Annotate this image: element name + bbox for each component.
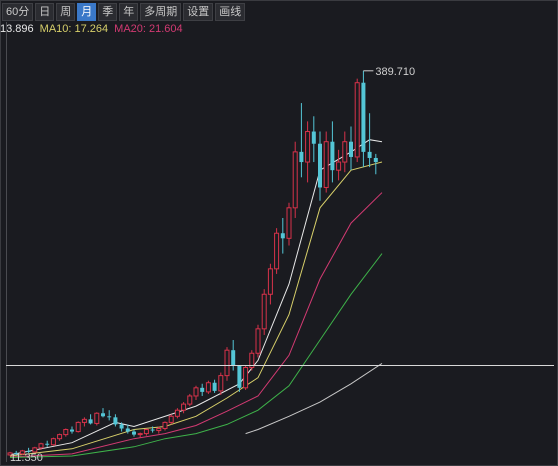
period-tab-4[interactable]: 季 — [98, 3, 118, 21]
candle-body-30 — [193, 387, 199, 397]
candle-body-19 — [125, 428, 130, 432]
candle-body-10 — [70, 429, 74, 432]
candle-body-36 — [231, 350, 236, 366]
candle-body-27 — [174, 409, 180, 417]
period-tab-0[interactable]: 60分 — [2, 3, 34, 21]
candle-body-58 — [367, 151, 372, 158]
ma10-label: MA10: 17.264 — [39, 23, 109, 35]
candle-body-16 — [107, 416, 112, 418]
low-price-label: 11.350 — [10, 452, 43, 464]
candle-body-56 — [354, 82, 360, 158]
candle-body-35 — [224, 349, 230, 377]
candle-body-48 — [305, 131, 311, 163]
candle-body-12 — [81, 418, 87, 423]
ma-line-ma5 — [9, 139, 383, 456]
period-tab-6[interactable]: 多周期 — [140, 3, 182, 21]
ma-legend: 13.896 MA10: 17.264 MA20: 21.604 — [0, 23, 183, 37]
candle-body-46 — [292, 151, 298, 209]
candle-body-5 — [38, 443, 44, 449]
candle-body-45 — [286, 207, 292, 239]
candle-body-2 — [19, 450, 25, 455]
candle-body-50 — [318, 143, 322, 188]
ma-line-ma60 — [245, 362, 383, 435]
candle-body-40 — [255, 328, 261, 354]
candle-body-7 — [50, 438, 56, 446]
candle-body-22 — [143, 429, 149, 435]
candle-body-25 — [162, 421, 168, 430]
ma-line-ma10 — [9, 161, 383, 457]
period-tab-5[interactable]: 年 — [119, 3, 139, 21]
ma-line-ma20 — [9, 192, 383, 458]
candle-body-42 — [267, 268, 273, 295]
ma20-label: MA20: 21.604 — [114, 23, 183, 35]
ma5-value: 13.896 — [0, 23, 34, 35]
candle-body-54 — [342, 141, 348, 163]
candle-body-55 — [349, 141, 353, 157]
candle-body-41 — [261, 293, 267, 330]
candle-body-34 — [218, 375, 224, 392]
candle-body-59 — [373, 157, 378, 163]
candle-body-49 — [311, 131, 316, 144]
period-tab-8[interactable]: 画线 — [215, 3, 246, 21]
candle-body-38 — [243, 366, 249, 389]
period-toolbar: 60分日周月季年多周期 设置 画线 — [2, 3, 246, 21]
candle-body-52 — [330, 141, 335, 171]
candle-body-51 — [323, 141, 329, 188]
candle-body-6 — [45, 443, 50, 445]
candle-body-0 — [7, 452, 13, 456]
period-tab-2[interactable]: 周 — [56, 3, 76, 21]
candle-body-37 — [237, 365, 242, 388]
candle-body-4 — [32, 447, 38, 453]
candle-body-9 — [63, 429, 69, 436]
period-tab-1[interactable]: 日 — [35, 3, 55, 21]
candle-body-33 — [212, 382, 217, 391]
candle-body-47 — [299, 151, 304, 163]
candle-body-39 — [249, 352, 255, 368]
candle-body-53 — [336, 161, 342, 171]
candle-body-13 — [88, 419, 93, 424]
candle-body-43 — [274, 232, 280, 270]
candle-body-14 — [94, 412, 100, 424]
candle-body-44 — [280, 233, 285, 239]
candle-body-11 — [75, 421, 81, 433]
candle-body-23 — [150, 429, 155, 431]
candle-body-3 — [26, 450, 31, 452]
candle-body-20 — [132, 431, 136, 435]
candle-body-31 — [200, 387, 205, 392]
candle-body-21 — [137, 433, 143, 436]
ma-line-ma30 — [9, 253, 383, 458]
candle-body-8 — [57, 434, 63, 440]
candle-body-26 — [168, 415, 174, 423]
period-tab-3[interactable]: 月 — [77, 3, 97, 21]
candle-body-57 — [361, 82, 366, 152]
period-tab-7[interactable]: 设置 — [183, 3, 214, 21]
candle-body-1 — [14, 452, 19, 454]
candle-body-24 — [156, 428, 162, 432]
candle-body-32 — [205, 382, 211, 393]
candle-body-29 — [187, 395, 193, 405]
candle-body-15 — [101, 413, 105, 417]
candle-body-17 — [113, 417, 118, 425]
high-price-label: 389.710 — [375, 66, 415, 78]
candle-body-28 — [181, 403, 187, 411]
candle-body-18 — [119, 424, 124, 429]
